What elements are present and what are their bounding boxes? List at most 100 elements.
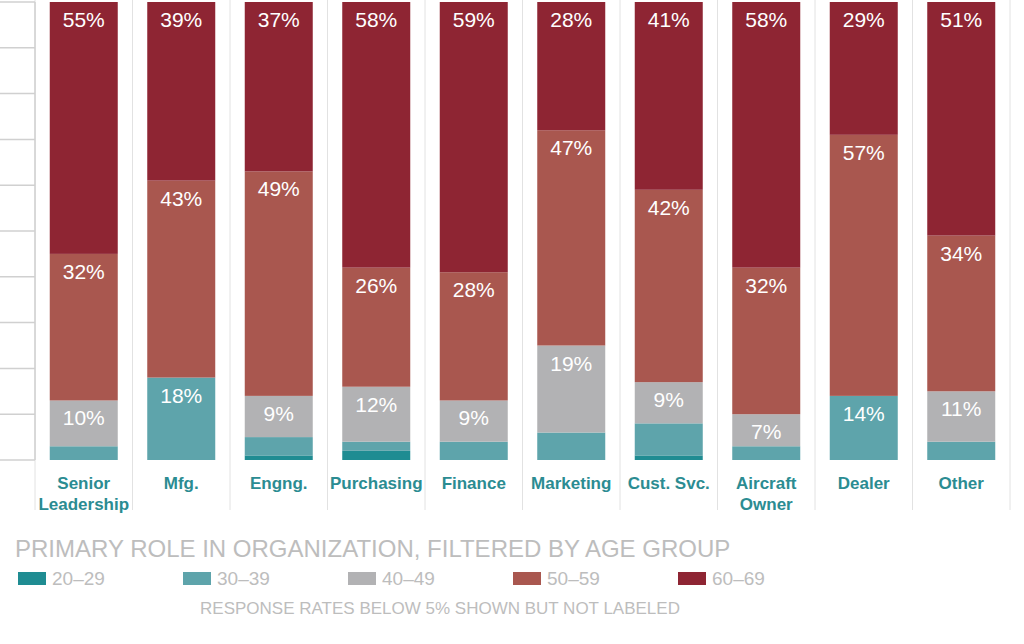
bar-segment	[147, 181, 215, 378]
legend-label: 60–69	[712, 568, 765, 589]
data-label: 14%	[843, 402, 885, 425]
y-tick	[0, 230, 35, 232]
bar-segment	[440, 400, 508, 441]
legend-swatch	[18, 572, 46, 585]
legend: 20–29 30–39 40–49 50–59 60–69	[18, 568, 765, 589]
data-label: 9%	[654, 388, 684, 411]
data-label: 11%	[941, 397, 981, 420]
chart: 18%14%10%9%12%9%19%9%7%11%32%43%49%26%28…	[0, 0, 1024, 644]
data-label: 10%	[63, 406, 105, 429]
category-label: Cust. Svc.	[628, 474, 710, 493]
legend-swatch	[348, 572, 376, 585]
bar-segment	[342, 451, 410, 460]
y-tick	[0, 93, 35, 95]
data-label: 32%	[745, 274, 787, 297]
bar-segment	[635, 455, 703, 460]
legend-swatch	[183, 572, 211, 585]
separator	[815, 0, 816, 510]
data-label: 58%	[355, 8, 397, 31]
data-label: 49%	[258, 177, 300, 200]
separator	[230, 0, 231, 510]
category-line: Leadership	[38, 495, 129, 514]
data-label: 9%	[459, 406, 489, 429]
y-tick	[0, 1, 35, 3]
data-label: 34%	[940, 242, 982, 265]
separator	[327, 0, 328, 510]
bar-segment	[732, 446, 800, 460]
data-label: 41%	[648, 8, 690, 31]
category-label: Dealer	[838, 474, 890, 493]
bar-segment	[635, 2, 703, 190]
category-line: Aircraft	[736, 474, 797, 493]
data-label: 19%	[550, 352, 592, 375]
subtitle: RESPONSE RATES BELOW 5% SHOWN BUT NOT LA…	[200, 599, 680, 618]
bar-segment	[927, 442, 995, 460]
separator	[620, 0, 621, 510]
bar-segment	[537, 433, 605, 460]
category-line: Owner	[740, 495, 793, 514]
bar-segment	[245, 396, 313, 437]
y-tick	[0, 368, 35, 370]
legend-swatch	[678, 572, 706, 585]
data-label: 28%	[453, 278, 495, 301]
separator	[522, 0, 523, 510]
category-label: Purchasing	[330, 474, 423, 493]
y-tick	[0, 184, 35, 186]
data-label: 18%	[160, 384, 202, 407]
data-label: 57%	[843, 141, 885, 164]
data-label: 58%	[745, 8, 787, 31]
separator	[132, 0, 133, 510]
separator	[717, 0, 718, 510]
bar-segment	[50, 400, 118, 446]
bar-segment	[245, 2, 313, 171]
separator	[1010, 0, 1011, 510]
bar-segment	[927, 2, 995, 236]
bar-segment	[50, 2, 118, 254]
bar-segment	[147, 2, 215, 181]
bar-segment	[342, 2, 410, 268]
data-label: 37%	[258, 8, 300, 31]
separator	[35, 0, 36, 510]
bar-segment	[440, 272, 508, 400]
bar-segment	[245, 171, 313, 395]
legend-swatch	[513, 572, 541, 585]
bar-segment	[440, 2, 508, 272]
bar-segment	[732, 414, 800, 446]
data-label: 32%	[63, 260, 105, 283]
y-tick	[0, 139, 35, 141]
data-label: 12%	[355, 393, 397, 416]
data-label: 39%	[160, 8, 202, 31]
bar-segment	[732, 2, 800, 268]
separator	[425, 0, 426, 510]
category-label: Other	[939, 474, 985, 493]
bar-segment	[245, 455, 313, 460]
bar-segment	[440, 442, 508, 460]
bar-segment	[927, 391, 995, 441]
data-label: 26%	[355, 274, 397, 297]
bar-segment	[342, 387, 410, 442]
data-label: 28%	[550, 8, 592, 31]
bar-segment	[635, 382, 703, 423]
data-label: 29%	[843, 8, 885, 31]
category-line: Senior	[57, 474, 110, 493]
legend-label: 40–49	[382, 568, 435, 589]
y-tick	[0, 413, 35, 415]
y-tick	[0, 459, 35, 461]
bar-segment	[732, 268, 800, 415]
category-label: Engng.	[250, 474, 308, 493]
bar-segment	[830, 396, 898, 460]
legend-label: 20–29	[52, 568, 105, 589]
bar-segment	[635, 190, 703, 382]
y-tick	[0, 47, 35, 49]
bar-segment	[830, 2, 898, 135]
separator	[912, 0, 913, 510]
legend-label: 50–59	[547, 568, 600, 589]
bar-segment	[342, 442, 410, 451]
bar-segment	[537, 2, 605, 130]
legend-label: 30–39	[217, 568, 270, 589]
bar-segment	[245, 437, 313, 455]
data-label: 51%	[940, 8, 982, 31]
bars	[50, 2, 996, 460]
bar-segment	[50, 446, 118, 460]
bar-segment	[537, 130, 605, 345]
